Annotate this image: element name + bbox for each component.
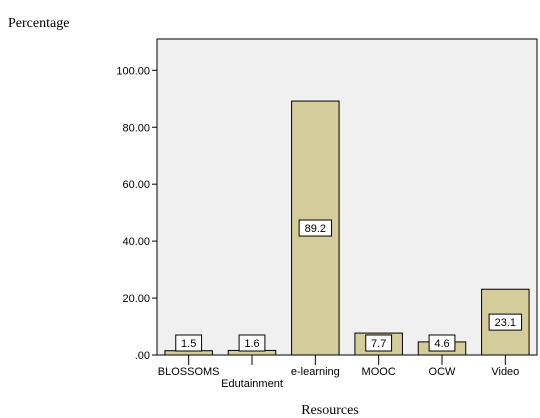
x-tick-label: BLOSSOMS [158, 366, 220, 378]
data-label: 1.5 [181, 338, 196, 350]
data-label-box [175, 334, 203, 352]
data-label: 89.2 [305, 223, 326, 235]
x-axis-title: Resources [301, 403, 359, 418]
x-tick-label: OCW [429, 366, 457, 378]
data-label-box [298, 219, 333, 237]
plot-area [156, 38, 538, 356]
data-label: 4.6 [434, 338, 449, 350]
y-tick-label: 80.00 [122, 122, 150, 134]
x-tick-label: MOOC [362, 366, 396, 378]
data-label-box [365, 334, 393, 352]
data-label: 23.1 [495, 317, 516, 329]
y-tick-label: 60.00 [122, 179, 150, 191]
data-label-box [428, 334, 456, 352]
y-tick-label: .00 [135, 350, 150, 362]
data-label: 7.7 [371, 338, 386, 350]
y-tick-label: 40.00 [122, 236, 150, 248]
y-tick-label: 20.00 [122, 293, 150, 305]
x-tick-label: e-learning [291, 366, 340, 378]
y-axis: .00 20.00 40.00 60.00 80.00 100.00 [116, 65, 157, 362]
data-label-box [238, 334, 266, 352]
y-axis-title: Percentage [8, 16, 69, 31]
data-label: 1.6 [244, 338, 259, 350]
y-tick-label: 100.00 [116, 65, 150, 77]
data-label-box [488, 313, 523, 331]
x-tick-label: Video [491, 366, 519, 378]
x-tick-label: Edutainment [221, 378, 283, 390]
